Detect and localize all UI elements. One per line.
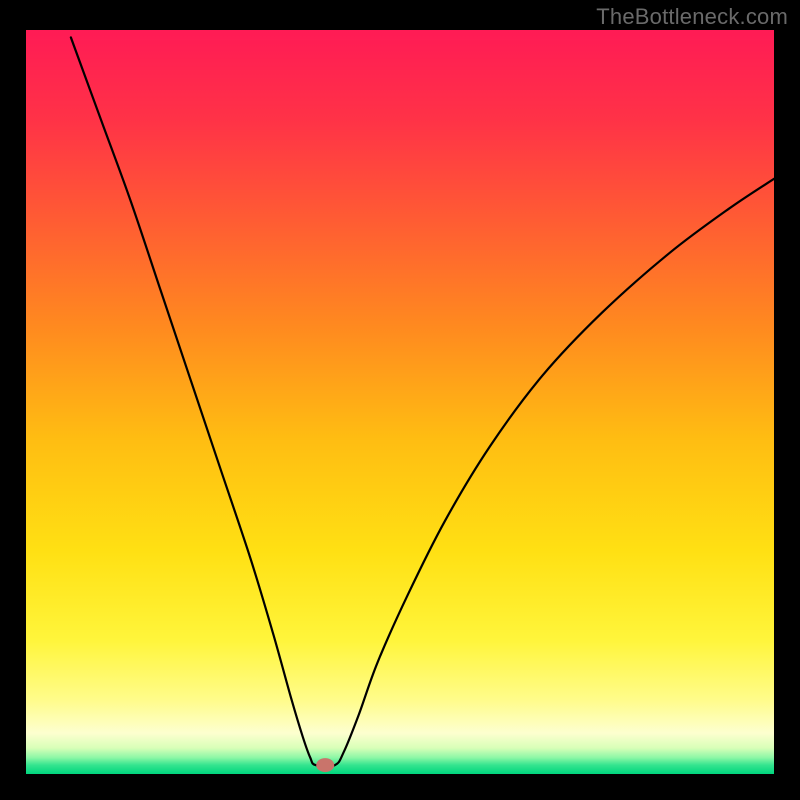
bottleneck-curve [26, 30, 774, 774]
chart-frame: TheBottleneck.com [0, 0, 800, 800]
plot-area [26, 30, 774, 774]
curve-line [71, 37, 774, 766]
optimal-point-marker [316, 758, 334, 772]
watermark-text: TheBottleneck.com [596, 4, 788, 30]
